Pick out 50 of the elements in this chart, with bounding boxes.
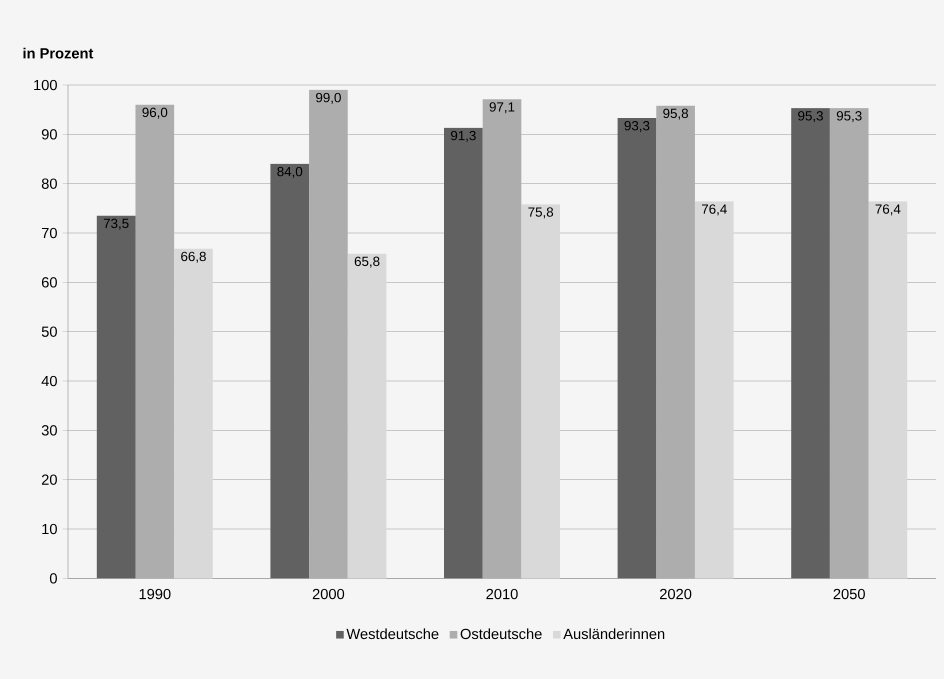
y-tick-label: 70 <box>42 228 57 238</box>
data-label: 93,3 <box>624 120 650 132</box>
bar <box>830 108 869 578</box>
bar <box>868 201 908 578</box>
data-label: 96,0 <box>142 108 168 119</box>
y-tick-label: 20 <box>42 474 57 485</box>
data-label: 97,1 <box>490 102 514 114</box>
data-label: 76,4 <box>876 204 900 216</box>
bar <box>791 108 830 578</box>
bar <box>656 106 695 578</box>
bar <box>309 90 348 578</box>
y-tick-label: 0 <box>50 573 57 584</box>
y-tick-label: 10 <box>42 524 57 534</box>
data-label: 95,3 <box>836 111 862 122</box>
data-label: 66,8 <box>181 252 206 263</box>
y-tick-label: 30 <box>42 425 57 436</box>
bar <box>444 128 483 578</box>
legend-label: Westdeutsche <box>346 628 438 640</box>
data-label: 95,3 <box>798 111 823 122</box>
data-label: 76,4 <box>702 204 727 216</box>
y-axis-title: in Prozent <box>24 48 94 59</box>
x-tick-label: 1990 <box>140 588 171 600</box>
x-tick-label: 2000 <box>312 588 344 600</box>
data-label: 95,8 <box>663 108 688 120</box>
bar <box>348 254 386 578</box>
x-tick-label: 2020 <box>660 588 692 600</box>
bar <box>482 99 522 578</box>
bar <box>694 201 734 578</box>
legend-label: Ausländerinnen <box>563 628 664 640</box>
data-label: 73,5 <box>104 218 129 230</box>
data-label: 91,3 <box>450 130 476 142</box>
y-tick-label: 40 <box>42 376 57 386</box>
bar <box>174 248 213 578</box>
bar <box>96 216 136 578</box>
y-tick-label: 50 <box>42 326 57 337</box>
data-label: 99,0 <box>316 92 341 104</box>
bar <box>618 118 656 578</box>
bar <box>521 204 560 578</box>
bar <box>270 164 310 578</box>
x-tick-label: 2050 <box>834 588 865 600</box>
y-tick-label: 90 <box>42 129 57 140</box>
legend-label: Ostdeutsche <box>460 628 542 640</box>
data-label: 84,0 <box>277 166 302 178</box>
y-tick-label: 100 <box>34 80 57 90</box>
bar <box>135 104 174 578</box>
data-label: 65,8 <box>354 256 380 268</box>
y-tick-label: 80 <box>42 178 57 189</box>
y-tick-label: 60 <box>42 277 57 288</box>
data-label: 75,8 <box>528 207 554 218</box>
x-tick-label: 2010 <box>486 588 518 600</box>
